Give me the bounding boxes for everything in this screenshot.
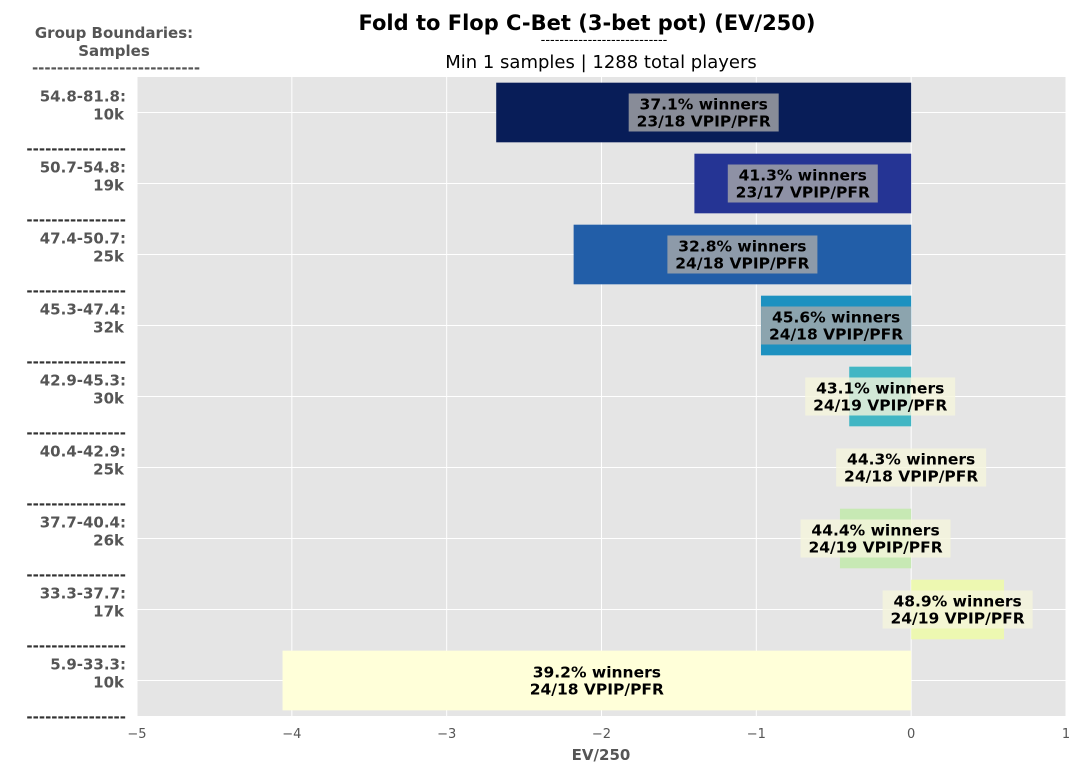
group-heading-line2: Samples [78,42,150,60]
data-label-winners: 44.3% winners [847,451,975,469]
group-heading-line1: Group Boundaries: [35,24,193,42]
x-tick-label: 0 [907,727,915,742]
x-axis-ticks: −5 −4 −3 −2 −1 0 1 [127,727,1070,742]
y-tick-label-range: 33.3-37.7: [40,585,126,603]
x-axis-label: EV/250 [572,746,631,764]
y-tick-label-range: 45.3-47.4: [40,301,126,319]
y-tick-label-range: 50.7-54.8: [40,159,126,177]
y-tick-label-samples: 30k [93,390,125,408]
chart-title: Fold to Flop C-Bet (3-bet pot) (EV/250) [358,11,815,35]
row-separator: ---------------- [26,424,126,442]
data-label-vpip-pfr: 23/18 VPIP/PFR [637,113,771,131]
data-label-vpip-pfr: 23/17 VPIP/PFR [736,184,870,202]
x-tick-label: −2 [592,727,611,742]
y-tick-label-samples: 10k [93,674,125,692]
data-label-box [761,306,912,345]
row-separator: ---------------- [26,495,126,513]
row-separator: ---------------- [26,140,126,158]
x-tick-label: −4 [282,727,301,742]
data-label-vpip-pfr: 24/19 VPIP/PFR [808,539,942,557]
y-tick-label-samples: 17k [93,603,125,621]
data-label-winners: 48.9% winners [893,593,1021,611]
x-tick-label: −5 [127,727,146,742]
row-separator: ---------------- [26,566,126,584]
group-heading-rule: --------------------------- [32,59,200,77]
chart-subtitle: Min 1 samples | 1288 total players [445,52,757,73]
y-tick-label-samples: 26k [93,532,125,550]
data-label-winners: 39.2% winners [533,664,661,682]
y-tick-label-samples: 32k [93,319,125,337]
data-label-vpip-pfr: 24/18 VPIP/PFR [675,255,809,273]
data-label-vpip-pfr: 24/18 VPIP/PFR [530,681,664,699]
x-tick-label: 1 [1062,727,1070,742]
data-label-box [800,519,951,558]
data-label-vpip-pfr: 24/19 VPIP/PFR [890,610,1024,628]
title-rule: --------------------------- [541,33,668,48]
bar [282,650,912,711]
y-tick-label-samples: 25k [93,461,125,479]
data-label-winners: 32.8% winners [678,238,806,256]
y-tick-label-samples: 10k [93,106,125,124]
y-axis-labels: 54.8-81.8:10k----------------50.7-54.8:1… [26,88,126,727]
y-tick-label-range: 54.8-81.8: [40,88,126,106]
data-label-winners: 37.1% winners [640,96,768,114]
y-tick-label-range: 42.9-45.3: [40,372,126,390]
data-label-vpip-pfr: 24/18 VPIP/PFR [769,326,903,344]
y-tick-label-range: 40.4-42.9: [40,443,126,461]
y-tick-label-samples: 25k [93,248,125,266]
row-separator: ---------------- [26,282,126,300]
row-separator: ---------------- [26,637,126,655]
data-label-box [836,448,987,487]
row-separator: ---------------- [26,211,126,229]
y-tick-label-range: 47.4-50.7: [40,230,126,248]
data-label-box [882,590,1033,629]
data-label-box [667,235,818,274]
y-tick-label-range: 5.9-33.3: [50,656,126,674]
row-separator: ---------------- [26,353,126,371]
data-label-winners: 45.6% winners [772,309,900,327]
x-tick-label: −3 [437,727,456,742]
data-label-vpip-pfr: 24/18 VPIP/PFR [844,468,978,486]
x-tick-label: −1 [747,727,766,742]
data-label-box [628,93,779,132]
data-label-box [805,377,956,416]
data-label-winners: 41.3% winners [739,167,867,185]
y-tick-label-range: 37.7-40.4: [40,514,126,532]
row-separator: ---------------- [26,708,126,726]
data-label-vpip-pfr: 24/19 VPIP/PFR [813,397,947,415]
data-label-winners: 43.1% winners [816,380,944,398]
y-tick-label-samples: 19k [93,177,125,195]
data-label-winners: 44.4% winners [811,522,939,540]
data-label-box [727,164,878,203]
